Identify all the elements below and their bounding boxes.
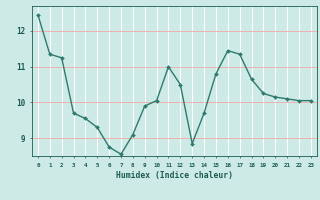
X-axis label: Humidex (Indice chaleur): Humidex (Indice chaleur) bbox=[116, 171, 233, 180]
